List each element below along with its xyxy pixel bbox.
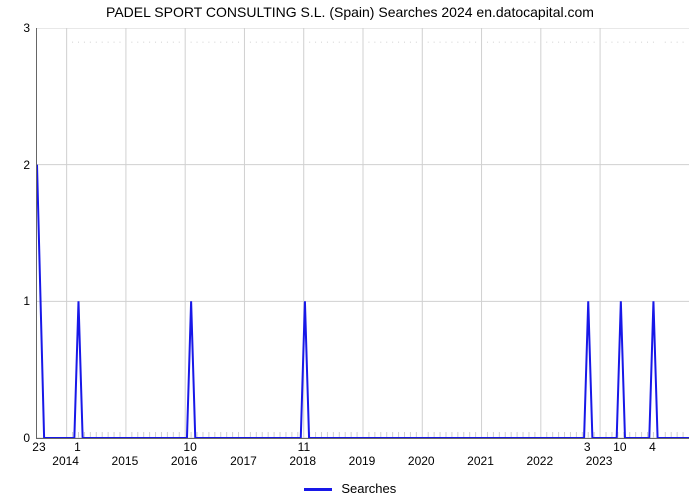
peak-label: 10 bbox=[613, 440, 626, 454]
x-tick: 2021 bbox=[451, 454, 511, 468]
x-tick: 2016 bbox=[154, 454, 214, 468]
plot-area bbox=[36, 28, 689, 439]
y-tick: 3 bbox=[0, 21, 30, 35]
peak-label: 10 bbox=[183, 440, 196, 454]
chart-container: PADEL SPORT CONSULTING S.L. (Spain) Sear… bbox=[0, 0, 700, 500]
legend-label: Searches bbox=[341, 481, 396, 496]
x-tick: 2015 bbox=[95, 454, 155, 468]
peak-label: 1 bbox=[74, 440, 81, 454]
y-tick: 0 bbox=[0, 431, 30, 445]
peak-label: 3 bbox=[584, 440, 591, 454]
x-tick: 2017 bbox=[213, 454, 273, 468]
x-tick: 2018 bbox=[273, 454, 333, 468]
x-tick: 2020 bbox=[391, 454, 451, 468]
peak-label: 4 bbox=[649, 440, 656, 454]
legend: Searches bbox=[0, 481, 700, 496]
chart-title: PADEL SPORT CONSULTING S.L. (Spain) Sear… bbox=[0, 4, 700, 20]
peak-label: 23 bbox=[32, 440, 45, 454]
plot-svg bbox=[37, 28, 689, 438]
peak-label: 11 bbox=[298, 440, 310, 454]
x-tick: 2022 bbox=[510, 454, 570, 468]
y-tick: 1 bbox=[0, 294, 30, 308]
x-tick: 2014 bbox=[36, 454, 96, 468]
x-tick: 2019 bbox=[332, 454, 392, 468]
y-tick: 2 bbox=[0, 158, 30, 172]
legend-swatch bbox=[304, 488, 332, 491]
x-tick: 2023 bbox=[569, 454, 629, 468]
